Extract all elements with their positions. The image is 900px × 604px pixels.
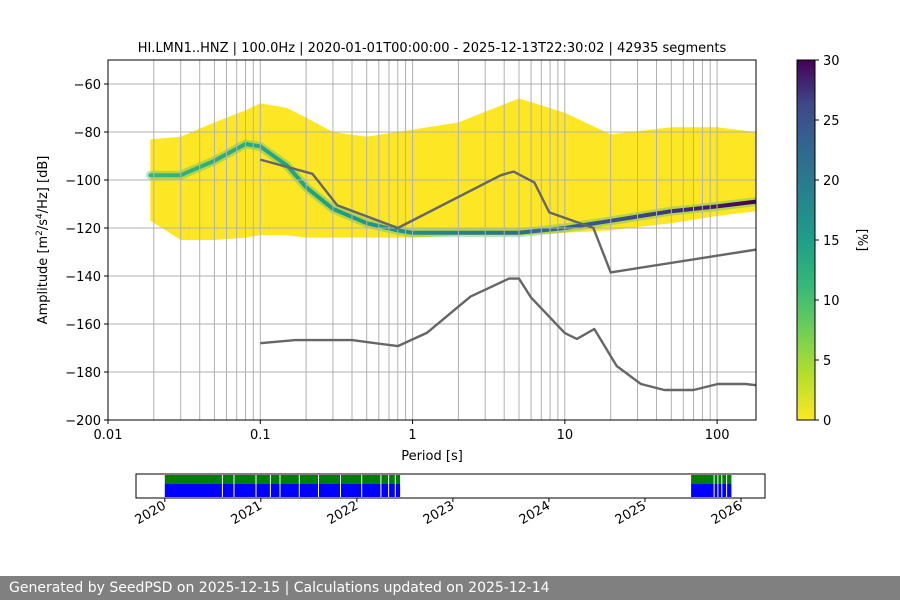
data-coverage-strip — [135, 473, 766, 499]
y-tick-label-0: −60 — [74, 78, 101, 93]
footer-bar: Generated by SeedPSD on 2025-12-15 | Cal… — [0, 576, 900, 600]
y-axis-ticks: −60 −80 −100 −120 −140 −160 −180 −200 — [65, 78, 108, 429]
y-axis-label: Amplitude [m2/s4/Hz] [dB] — [35, 156, 51, 325]
coverage-tick-label-3: 2023 — [421, 498, 457, 528]
chart-title: HI.LMN1..HNZ | 100.0Hz | 2020-01-01T00:0… — [138, 41, 727, 56]
colorbar — [796, 59, 816, 421]
x-tick-label-4: 100 — [705, 428, 730, 443]
y-tick-label-7: −200 — [65, 414, 101, 429]
nlnm-curve — [260, 277, 756, 392]
plot-frame — [107, 59, 757, 421]
colorbar-tick-label-6: 30 — [823, 54, 840, 69]
y-tick-label-2: −100 — [65, 174, 101, 189]
x-axis-ticks: 0.01 0.1 1 10 100 — [94, 420, 730, 443]
psd-mode-curve — [148, 142, 756, 235]
psd-distribution-envelope — [150, 98, 756, 241]
coverage-tick-label-4: 2024 — [517, 498, 553, 528]
colorbar-ticks: 0 5 10 15 20 25 30 — [815, 54, 840, 429]
grid-lines — [108, 60, 756, 420]
footer-text: Generated by SeedPSD on 2025-12-15 | Cal… — [9, 580, 550, 596]
y-tick-label-6: −180 — [65, 366, 101, 381]
x-tick-label-2: 1 — [408, 428, 416, 443]
y-tick-label-5: −160 — [65, 318, 101, 333]
coverage-tick-label-0: 2020 — [133, 498, 169, 528]
coverage-data-bar-0 — [164, 475, 401, 484]
y-axis-label-prefix: Amplitude [m — [36, 236, 51, 325]
colorbar-tick-label-0: 0 — [823, 414, 831, 429]
y-axis-label-suffix: [dB] — [36, 156, 51, 187]
colorbar-tick-label-4: 20 — [823, 174, 840, 189]
y-tick-label-3: −120 — [65, 222, 101, 237]
coverage-psd-bar-0 — [164, 484, 401, 497]
x-tick-label-3: 10 — [557, 428, 574, 443]
colorbar-tick-label-3: 15 — [823, 234, 840, 249]
coverage-psd-bar-1 — [691, 484, 732, 497]
coverage-tick-label-5: 2025 — [613, 498, 649, 528]
x-tick-label-1: 0.1 — [250, 428, 271, 443]
x-axis-label: Period [s] — [401, 449, 463, 464]
coverage-axis-ticks: 2020 2021 2022 2023 2024 2025 2026 — [133, 498, 745, 528]
coverage-tick-label-2: 2022 — [325, 498, 361, 528]
y-tick-label-4: −140 — [65, 270, 101, 285]
colorbar-label: [%] — [854, 229, 869, 252]
x-tick-label-0: 0.01 — [94, 428, 123, 443]
psd-density-heatmap — [145, 98, 756, 241]
colorbar-tick-label-1: 5 — [823, 354, 831, 369]
coverage-tick-label-1: 2021 — [229, 498, 265, 528]
coverage-data-bar-1 — [691, 475, 732, 484]
nhnm-curve — [259, 158, 756, 274]
colorbar-tick-label-5: 25 — [823, 114, 840, 129]
y-tick-label-1: −80 — [74, 126, 101, 141]
coverage-tick-label-6: 2026 — [709, 498, 745, 528]
colorbar-tick-label-2: 10 — [823, 294, 840, 309]
